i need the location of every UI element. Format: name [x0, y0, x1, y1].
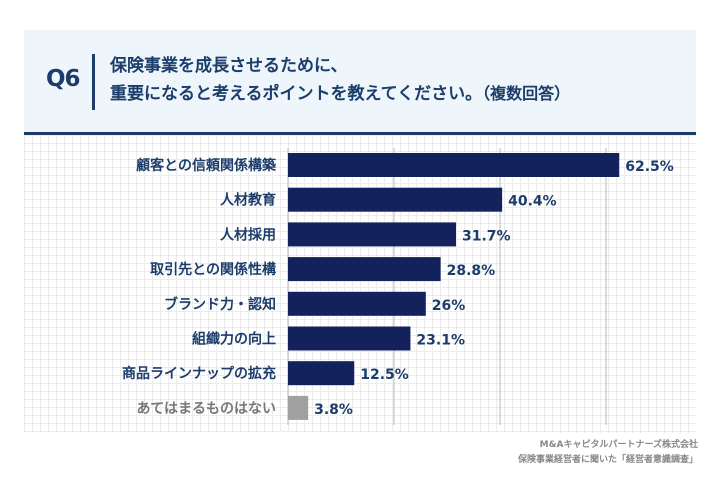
- question-note: （複数回答）: [482, 84, 571, 103]
- value-label: 62.5%: [625, 159, 674, 175]
- bar: [288, 395, 309, 420]
- chart-area: [24, 135, 696, 433]
- bar: [288, 291, 426, 316]
- value-label: 23.1%: [416, 333, 465, 349]
- source-survey: 保険事業経営者に聞いた「経営者意識調査」: [517, 455, 698, 465]
- value-label: 31.7%: [462, 228, 511, 244]
- bar: [288, 153, 620, 177]
- value-label: 40.4%: [508, 194, 557, 210]
- value-label: 26%: [432, 298, 466, 314]
- divider: [92, 54, 95, 110]
- category-label: 人材教育: [220, 192, 276, 209]
- category-label: 取引先との関係性構: [150, 261, 276, 278]
- bar: [288, 257, 441, 282]
- value-label: 12.5%: [360, 367, 409, 383]
- question-text: 保険事業を成長させるために、 重要になると考えるポイントを教えてください。（複数…: [110, 52, 570, 108]
- value-label: 28.8%: [447, 263, 496, 279]
- question-header: Q6 保険事業を成長させるために、 重要になると考えるポイントを教えてください。…: [24, 30, 696, 135]
- bar: [288, 222, 457, 247]
- question-line-2: 重要になると考えるポイントを教えてください。: [110, 84, 483, 104]
- category-label: 商品ラインナップの拡充: [122, 365, 276, 382]
- question-line-1: 保険事業を成長させるために、: [110, 56, 348, 76]
- source-company: M&Aキャピタルパートナーズ株式会社: [539, 440, 698, 450]
- bar: [288, 326, 411, 351]
- category-label: 組織力の向上: [192, 331, 276, 348]
- bar: [288, 187, 503, 212]
- bar: [288, 361, 355, 386]
- category-label: ブランド力・認知: [164, 296, 276, 313]
- value-label: 3.8%: [314, 402, 353, 418]
- question-number: Q6: [46, 66, 81, 92]
- category-label: 人材採用: [220, 226, 276, 243]
- category-label: あてはまるものはない: [137, 401, 276, 417]
- category-label: 顧客との信頼関係構築: [136, 157, 277, 174]
